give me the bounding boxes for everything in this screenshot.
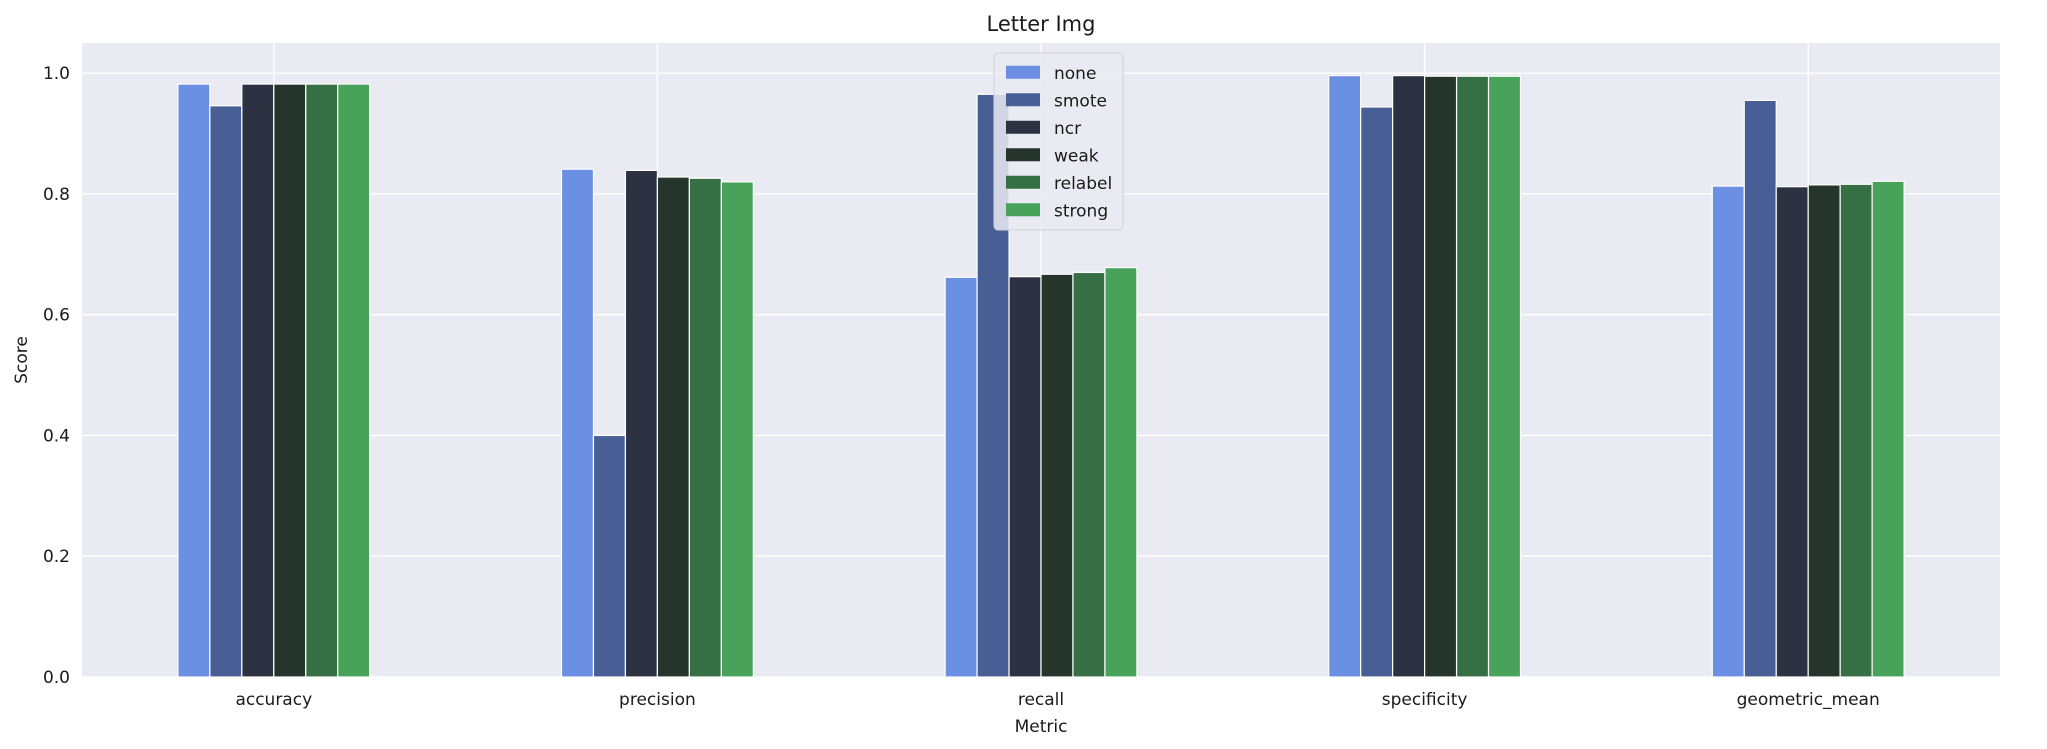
y-tick-label: 1.0 bbox=[43, 64, 70, 84]
bar-relabel-recall bbox=[1072, 271, 1106, 678]
y-tick-label: 0.0 bbox=[43, 668, 70, 688]
bar-none-geometric_mean bbox=[1711, 185, 1745, 678]
bar-ncr-precision bbox=[624, 169, 659, 678]
y-axis-label: Score bbox=[12, 336, 32, 384]
bar-relabel-accuracy bbox=[305, 83, 339, 678]
bar-smote-accuracy bbox=[209, 105, 243, 678]
x-axis-label: Metric bbox=[1015, 717, 1068, 737]
bar-smote-geometric_mean bbox=[1743, 99, 1777, 678]
legend-swatch-ncr bbox=[1006, 120, 1040, 134]
bar-weak-recall bbox=[1040, 273, 1074, 678]
bar-strong-geometric_mean bbox=[1871, 180, 1905, 678]
bar-strong-accuracy bbox=[337, 83, 371, 678]
legend-swatch-strong bbox=[1006, 203, 1040, 217]
legend-swatch-none bbox=[1006, 65, 1040, 79]
bar-ncr-specificity bbox=[1392, 75, 1426, 678]
bars bbox=[177, 75, 1905, 678]
y-tick-label: 0.8 bbox=[43, 185, 70, 205]
legend: none smote ncr weak relabel strong bbox=[993, 52, 1124, 231]
legend-label-relabel: relabel bbox=[1054, 174, 1112, 194]
bar-smote-specificity bbox=[1360, 106, 1394, 678]
bar-strong-specificity bbox=[1487, 75, 1522, 678]
y-axis-ticks: 0.0 0.2 0.4 0.6 0.8 1.0 bbox=[43, 64, 70, 688]
legend-label-strong: strong bbox=[1054, 201, 1108, 221]
legend-label-none: none bbox=[1054, 64, 1096, 84]
bar-ncr-recall bbox=[1008, 276, 1042, 678]
bar-relabel-specificity bbox=[1455, 75, 1490, 678]
legend-swatch-weak bbox=[1006, 148, 1040, 162]
x-tick-label: accuracy bbox=[235, 690, 312, 710]
chart-title: Letter Img bbox=[987, 12, 1096, 36]
legend-swatch-relabel bbox=[1006, 175, 1040, 189]
y-tick-label: 0.6 bbox=[43, 306, 70, 326]
bar-ncr-accuracy bbox=[241, 83, 275, 678]
bar-weak-accuracy bbox=[273, 83, 307, 678]
bar-weak-precision bbox=[656, 176, 690, 678]
bar-smote-precision bbox=[592, 434, 627, 678]
bar-weak-geometric_mean bbox=[1807, 184, 1841, 678]
bar-none-recall bbox=[944, 276, 978, 678]
bar-ncr-geometric_mean bbox=[1775, 186, 1809, 678]
x-axis-ticks: accuracy precision recall specificity geomet… bbox=[235, 690, 1879, 710]
bar-strong-precision bbox=[720, 181, 754, 678]
bar-weak-specificity bbox=[1423, 75, 1458, 678]
bar-strong-recall bbox=[1104, 267, 1138, 678]
legend-label-weak: weak bbox=[1054, 146, 1099, 166]
bar-none-accuracy bbox=[177, 83, 211, 678]
x-tick-label: geometric_mean bbox=[1737, 690, 1880, 710]
legend-swatch-smote bbox=[1006, 93, 1040, 107]
x-tick-label: specificity bbox=[1382, 690, 1468, 710]
legend-label-smote: smote bbox=[1054, 91, 1107, 111]
bar-relabel-precision bbox=[688, 177, 722, 678]
y-tick-label: 0.2 bbox=[43, 547, 70, 567]
bar-none-precision bbox=[560, 168, 595, 678]
bar-relabel-geometric_mean bbox=[1839, 183, 1873, 678]
bar-none-specificity bbox=[1328, 75, 1362, 678]
x-tick-label: recall bbox=[1018, 690, 1064, 710]
legend-label-ncr: ncr bbox=[1054, 119, 1081, 139]
x-tick-label: precision bbox=[619, 690, 696, 710]
y-tick-label: 0.4 bbox=[43, 426, 70, 446]
